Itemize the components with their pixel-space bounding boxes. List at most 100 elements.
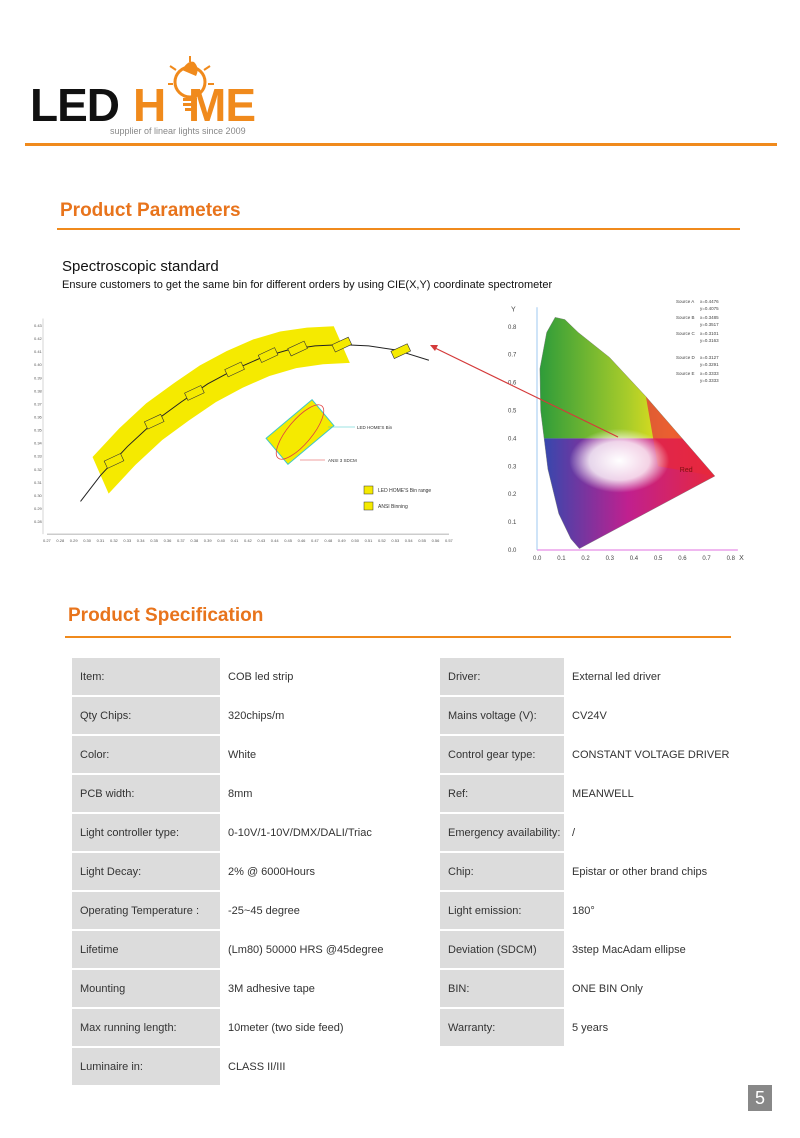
y-tick-label: 0.32: [34, 467, 43, 472]
x-tick-label: 0.2: [581, 556, 590, 562]
spec-label: Luminaire in:: [72, 1048, 220, 1085]
x-tick-label: 0.1: [557, 556, 566, 562]
x-tick-label: 0.52: [378, 538, 387, 543]
y-tick-label: 0.29: [34, 506, 43, 511]
legend-label: LED HOME'S Bin range: [378, 488, 431, 494]
specification-title: Product Specification: [68, 605, 264, 626]
x-tick-label: 0.28: [56, 538, 65, 543]
y-tick-label: 0.8: [508, 325, 517, 331]
logo-text-h: H: [133, 79, 167, 131]
parameters-description: Ensure customers to get the same bin for…: [62, 279, 553, 291]
spec-value: 5 years: [572, 1021, 609, 1034]
x-tick-label: 0.27: [43, 538, 52, 543]
x-tick-label: 0.29: [70, 538, 79, 543]
spec-value: 320chips/m: [220, 697, 430, 734]
source-name: Source A: [676, 299, 694, 304]
x-tick-label: 0.6: [678, 556, 687, 562]
pointer-arrow: [432, 346, 619, 438]
legend-label: ANSI Binning: [378, 504, 408, 510]
spec-value: -25~45 degree: [220, 892, 430, 929]
source-name: Source D: [676, 355, 696, 360]
x-tick-label: 0.57: [445, 538, 454, 543]
source-x: x=0.3127: [700, 355, 719, 360]
y-tick-label: 0.39: [34, 375, 43, 380]
logo-text-led: LED: [30, 79, 120, 131]
bin-marker: [224, 361, 245, 378]
spec-row: Light Decay: 2% @ 6000Hours Chip: Epistar o…: [72, 853, 766, 890]
legend-swatch-bin-range: [363, 485, 374, 495]
y-tick-label: 0.35: [34, 428, 43, 433]
bin-marker: [103, 453, 125, 469]
source-y: y=0.4075: [700, 306, 719, 311]
spec-label: Operating Temperature :: [72, 892, 220, 929]
y-tick-label: 0.40: [34, 362, 43, 367]
spec-label: Lifetime: [72, 931, 220, 968]
y-tick-label: 0.38: [34, 388, 43, 393]
y-tick-label: 0.2: [508, 492, 517, 498]
spec-value: CONSTANT VOLTAGE DRIVER: [572, 748, 730, 761]
bin-marker: [287, 340, 308, 357]
spec-value: Epistar or other brand chips: [572, 865, 708, 878]
spec-label: Light emission:: [430, 892, 564, 929]
x-tick-label: 0.32: [110, 538, 119, 543]
spec-value: (Lm80) 50000 HRS @45degree: [220, 931, 430, 968]
source-y: y=0.3333: [700, 378, 719, 383]
y-tick-label: 0.42: [34, 336, 43, 341]
specification-underline: [65, 636, 731, 638]
x-tick-label: 0.41: [231, 538, 240, 543]
y-axis-label: Y: [511, 306, 516, 313]
bin-marker: [184, 385, 205, 401]
spec-value: External led driver: [572, 670, 661, 683]
led-home-bin-label: LED HOME'S Bin: [357, 425, 393, 430]
x-tick-label: 0.0: [533, 556, 542, 562]
spec-label: Light controller type:: [72, 814, 220, 851]
spec-label: Ref:: [430, 775, 564, 812]
x-tick-label: 0.46: [298, 538, 307, 543]
y-tick-label: 0.6: [508, 381, 517, 387]
y-tick-label: 0.3: [508, 464, 517, 470]
spec-label: Qty Chips:: [72, 697, 220, 734]
source-y: y=0.3291: [700, 362, 719, 367]
x-tick-label: 0.39: [204, 538, 213, 543]
x-tick-label: 0.36: [164, 538, 173, 543]
y-tick-label: 0.7: [508, 353, 517, 359]
x-tick-label: 0.40: [217, 538, 226, 543]
x-tick-label: 0.30: [83, 538, 92, 543]
source-x: x=0.3101: [700, 331, 719, 336]
bin-range-band: [92, 326, 350, 494]
spec-value: White: [220, 736, 430, 773]
y-tick-label: 0.34: [34, 441, 43, 446]
x-tick-label: 0.43: [257, 538, 266, 543]
spec-value: 2% @ 6000Hours: [220, 853, 430, 890]
x-axis-label: X: [739, 555, 744, 562]
spectral-locus: [539, 317, 716, 549]
bin-marker: [331, 336, 353, 353]
x-tick-label: 0.3: [606, 556, 615, 562]
spec-label: [430, 1048, 564, 1085]
x-tick-label: 0.42: [244, 538, 253, 543]
spec-label: Light Decay:: [72, 853, 220, 890]
source-y: y=0.3517: [700, 322, 719, 327]
header-divider: [25, 143, 777, 146]
spec-row: Color: White Control gear type: CONSTANT VO…: [72, 736, 766, 773]
spec-row: PCB width: 8mm Ref: MEANWELL: [72, 775, 766, 812]
spec-value: [564, 1048, 766, 1085]
gamut-white: [569, 428, 670, 493]
x-tick-label: 0.31: [97, 538, 106, 543]
spec-label: PCB width:: [72, 775, 220, 812]
y-tick-label: 0.37: [34, 401, 43, 406]
bin-chart: 0.43 0.42 0.41 0.40 0.39 0.38 0.37 0.36 0.35 0.34…: [34, 318, 454, 543]
spec-row: Lifetime (Lm80) 50000 HRS @45degree Deviat…: [72, 931, 766, 968]
x-tick-label: 0.54: [405, 538, 414, 543]
y-tick-label: 0.30: [34, 493, 43, 498]
spec-row: Luminaire in: CLASS II/III: [72, 1048, 766, 1085]
spec-row: Max running length: 10meter (two side fee…: [72, 1009, 766, 1046]
spec-label: Control gear type:: [430, 736, 564, 773]
spec-value: CV24V: [572, 709, 607, 722]
y-tick-label: 0.28: [34, 519, 43, 524]
arrowhead-icon: [430, 345, 438, 351]
y-tick-label: 0.0: [508, 548, 517, 554]
color-gamut: [539, 317, 715, 549]
x-tick-label: 0.37: [177, 538, 186, 543]
source-name: Source C: [676, 331, 696, 336]
